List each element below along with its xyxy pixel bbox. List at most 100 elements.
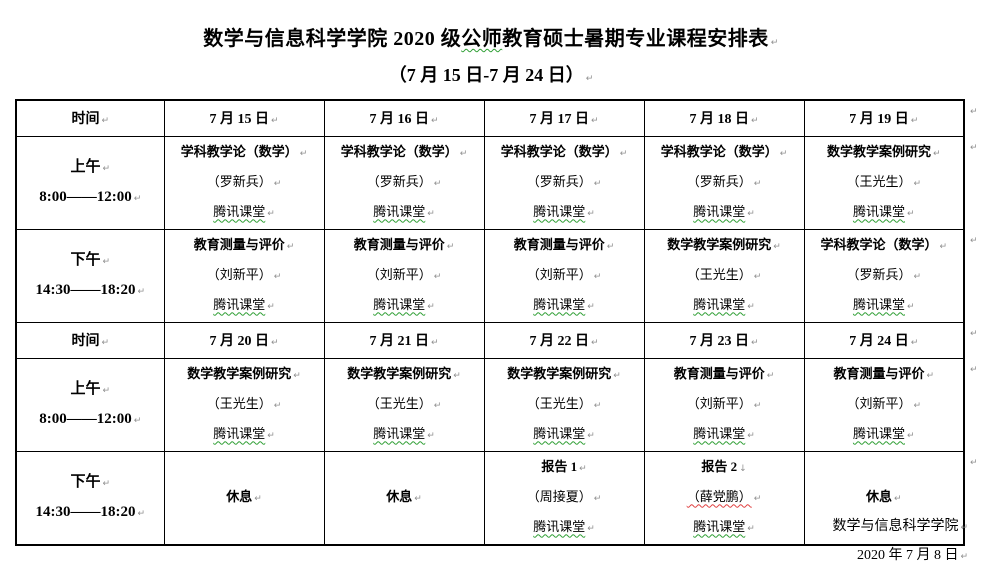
row-end-mark-icon: ↵	[970, 236, 978, 246]
course-cell[interactable]: 教育测量与评价 ↵ （刘新平） ↵ 腾讯课堂 ↵	[323, 228, 485, 323]
course-cell[interactable]: 教育测量与评价 ↵ （刘新平） ↵ 腾讯课堂 ↵	[803, 357, 965, 452]
page-title: 数学与信息科学学院 2020 级公师教育硕士暑期专业课程安排表 ↵	[0, 0, 982, 51]
date-header-row: 时间 ↵ 7 月 20 日 ↵ 7 月 21 日 ↵ 7 月 22 日 ↵ 7 月 23 日 ↵ 7…	[15, 321, 965, 359]
cell-text: 学科教学论（数学）	[820, 236, 938, 252]
course-cell[interactable]: 休息 ↵	[323, 450, 485, 545]
cell-text: 腾讯课堂	[693, 518, 746, 534]
cell-text: （罗新兵）	[366, 173, 432, 189]
paragraph-mark-icon: ↵	[913, 178, 922, 189]
paragraph-mark-icon: ↵	[101, 116, 110, 127]
course-cell[interactable]: 7 月 24 日 ↵	[803, 321, 965, 359]
paragraph-mark-icon: ↵	[293, 370, 301, 381]
paragraph-mark-icon: ↵	[960, 523, 968, 533]
course-cell[interactable]: 学科教学论（数学） ↵ （罗新兵） ↵ 腾讯课堂 ↵	[163, 135, 325, 230]
course-cell[interactable]: 学科教学论（数学） ↵ （罗新兵） ↵ 腾讯课堂 ↵	[483, 135, 645, 230]
course-cell[interactable]: 教育测量与评价 ↵ （刘新平） ↵ 腾讯课堂 ↵	[163, 228, 325, 323]
paragraph-mark-icon: ↵	[273, 400, 282, 411]
course-cell[interactable]: 休息 ↵	[803, 450, 965, 545]
cell-text: 休息	[865, 488, 892, 504]
paragraph-mark-icon: ↵	[753, 178, 762, 189]
cell-text: 腾讯课堂	[213, 203, 266, 219]
course-cell[interactable]: 7 月 16 日 ↵	[323, 99, 485, 137]
paragraph-mark-icon: ↵	[446, 241, 455, 252]
time-cell[interactable]: 下午 ↵ 14:30——18:20 ↵	[15, 228, 165, 323]
course-cell[interactable]: 数学教学案例研究 ↵ （王光生） ↵ 腾讯课堂 ↵	[323, 357, 485, 452]
cell-text: 8:00——12:00	[39, 410, 132, 427]
schedule-table[interactable]: 时间 ↵ 7 月 15 日 ↵ 7 月 16 日 ↵ 7 月 17 日 ↵ 7 月 18 日 ↵ 7…	[15, 99, 965, 546]
course-cell[interactable]: 数学教学案例研究 ↵ （王光生） ↵ 腾讯课堂 ↵	[483, 357, 645, 452]
course-cell[interactable]: 7 月 19 日 ↵	[803, 99, 965, 137]
paragraph-mark-icon: ↵	[102, 478, 111, 489]
paragraph-mark-icon: ↵	[593, 493, 602, 504]
course-cell[interactable]: 教育测量与评价 ↵ （刘新平） ↵ 腾讯课堂 ↵	[483, 228, 645, 323]
course-cell[interactable]: 7 月 17 日 ↵	[483, 99, 645, 137]
cell-text: 7 月 18 日	[689, 112, 749, 128]
paragraph-mark-icon: ↵	[453, 370, 461, 381]
cell-text: 学科教学论（数学）	[180, 143, 298, 159]
course-cell[interactable]: 数学教学案例研究 ↵ （王光生） ↵ 腾讯课堂 ↵	[163, 357, 325, 452]
cell-text: （刘新平）	[206, 266, 272, 282]
paragraph-mark-icon: ↵	[913, 400, 922, 411]
course-cell[interactable]: 数学教学案例研究 ↵ （王光生） ↵ 腾讯课堂 ↵	[803, 135, 965, 230]
time-cell[interactable]: 时间 ↵	[15, 99, 165, 137]
cell-text: 时间	[71, 334, 100, 349]
paragraph-mark-icon: ↵	[593, 271, 602, 282]
cell-text: 报告 1	[541, 458, 578, 474]
cell-text: 腾讯课堂	[693, 425, 746, 441]
cell-text: 腾讯课堂	[213, 296, 266, 312]
cell-text: 7 月 17 日	[529, 112, 589, 128]
cell-text: 7 月 19 日	[849, 112, 909, 128]
course-cell[interactable]: 报告 1 ↵ （周接夏） ↵ 腾讯课堂 ↵	[483, 450, 645, 545]
time-cell[interactable]: 时间 ↵	[15, 321, 165, 359]
course-cell[interactable]: 7 月 15 日 ↵	[163, 99, 325, 137]
course-cell[interactable]: 学科教学论（数学） ↵ （罗新兵） ↵ 腾讯课堂 ↵	[803, 228, 965, 323]
course-cell[interactable]: 学科教学论（数学） ↵ （罗新兵） ↵ 腾讯课堂 ↵	[643, 135, 805, 230]
paragraph-mark-icon: ↵	[299, 148, 308, 159]
paragraph-mark-icon: ↵	[926, 370, 935, 381]
paragraph-mark-icon: ↵	[587, 208, 595, 219]
course-cell[interactable]: 7 月 23 日 ↵	[643, 321, 805, 359]
cell-text: 教育测量与评价	[673, 365, 765, 381]
course-cell[interactable]: 休息 ↵	[163, 450, 325, 545]
course-cell[interactable]: 7 月 18 日 ↵	[643, 99, 805, 137]
paragraph-mark-icon: ↵	[273, 178, 282, 189]
course-cell[interactable]: 教育测量与评价 ↵ （刘新平） ↵ 腾讯课堂 ↵	[643, 357, 805, 452]
row-end-mark-icon: ↵	[970, 107, 978, 117]
paragraph-mark-icon: ↵	[753, 400, 762, 411]
course-cell[interactable]: 数学教学案例研究 ↵ （王光生） ↵ 腾讯课堂 ↵	[643, 228, 805, 323]
cell-text: 教育测量与评价	[193, 236, 285, 252]
paragraph-mark-icon: ↵	[913, 271, 922, 282]
paragraph-mark-icon: ↵	[427, 301, 435, 312]
course-cell[interactable]: 学科教学论（数学） ↵ （罗新兵） ↵ 腾讯课堂 ↵	[323, 135, 485, 230]
paragraph-mark-icon: ↵	[430, 116, 439, 127]
cell-text: 下午	[70, 251, 101, 268]
cell-text: 7 月 22 日	[529, 334, 589, 349]
title-text: 教育硕士暑期专业课程安排表	[502, 28, 769, 50]
paragraph-mark-icon: ↵	[587, 430, 595, 441]
date-header-row: 时间 ↵ 7 月 15 日 ↵ 7 月 16 日 ↵ 7 月 17 日 ↵ 7 月 18 日 ↵ 7…	[15, 99, 965, 137]
paragraph-mark-icon: ↵	[427, 208, 435, 219]
course-cell[interactable]: 7 月 22 日 ↵	[483, 321, 645, 359]
cell-text: （罗新兵）	[526, 173, 592, 189]
course-cell[interactable]: 报告 2 ↓ （薛党鹏） ↵ 腾讯课堂 ↵	[643, 450, 805, 545]
paragraph-mark-icon: ↵	[590, 338, 599, 348]
time-cell[interactable]: 下午 ↵ 14:30——18:20 ↵	[15, 450, 165, 545]
paragraph-mark-icon: ↵	[893, 493, 902, 504]
cell-text: （罗新兵）	[686, 173, 752, 189]
paragraph-mark-icon: ↵	[273, 271, 282, 282]
cell-text: 教育测量与评价	[353, 236, 445, 252]
linebreak-mark-icon: ↓	[739, 463, 747, 474]
cell-text: 腾讯课堂	[693, 296, 746, 312]
paragraph-mark-icon: ↵	[606, 241, 615, 252]
cell-text: 14:30——18:20	[35, 281, 136, 298]
time-cell[interactable]: 上午 ↵ 8:00——12:00 ↵	[15, 135, 165, 230]
paragraph-mark-icon: ↵	[286, 241, 295, 252]
cell-text: 腾讯课堂	[852, 296, 905, 312]
cell-text: （王光生）	[686, 266, 752, 282]
cell-text: （刘新平）	[686, 395, 752, 411]
course-cell[interactable]: 7 月 21 日 ↵	[323, 321, 485, 359]
course-cell[interactable]: 7 月 20 日 ↵	[163, 321, 325, 359]
time-cell[interactable]: 上午 ↵ 8:00——12:00 ↵	[15, 357, 165, 452]
cell-text: 7 月 20 日	[209, 334, 269, 349]
